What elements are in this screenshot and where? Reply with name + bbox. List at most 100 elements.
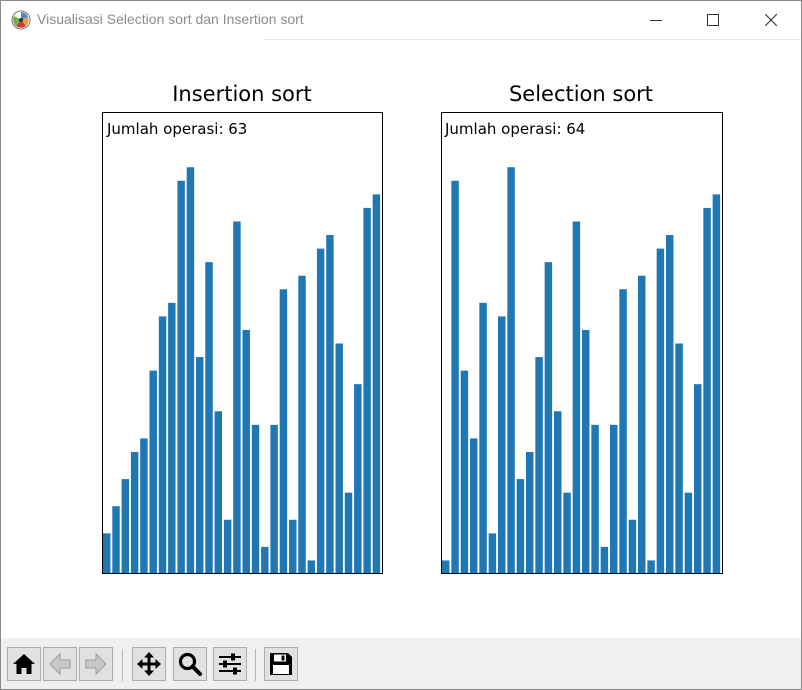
selection-sort-bar-8 — [507, 167, 515, 574]
save-button[interactable] — [264, 647, 298, 681]
minimize-button[interactable] — [633, 1, 679, 39]
selection-sort-bar-27 — [684, 492, 693, 574]
selection-sort-bar-22 — [638, 275, 646, 574]
insertion-sort-bar-12 — [205, 262, 213, 574]
selection-sort-bar-15 — [572, 221, 581, 574]
selection-sort-bar-17 — [591, 424, 599, 574]
close-icon — [765, 14, 777, 26]
insertion-sort-panel: Insertion sort Jumlah operasi: 63 — [102, 82, 383, 575]
selection-sort-bar-5 — [479, 302, 487, 574]
sliders-icon — [219, 653, 241, 675]
insertion-sort-bar-1 — [103, 533, 111, 574]
selection-sort-bar-4 — [470, 438, 478, 574]
insertion-sort-bar-29 — [363, 207, 371, 574]
toolbar-separator — [255, 649, 256, 681]
selection-sort-bar-20 — [619, 289, 627, 574]
insertion-sort-bar-8 — [168, 302, 176, 574]
selection-sort-bar-10 — [526, 451, 534, 574]
home-icon — [13, 654, 35, 674]
selection-sort-bar-28 — [694, 384, 702, 574]
forward-arrow-icon — [85, 652, 107, 676]
selection-sort-bar-2 — [451, 180, 459, 575]
home-button[interactable] — [7, 647, 41, 681]
insertion-sort-bar-2 — [112, 506, 120, 574]
close-button[interactable] — [748, 1, 794, 39]
insertion-sort-bar-3 — [121, 479, 130, 574]
title-bar-divider — [263, 39, 801, 40]
window-title: Visualisasi Selection sort dan Insertion… — [37, 11, 304, 27]
navigation-toolbar — [1, 638, 801, 689]
selection-sort-bar-18 — [600, 546, 609, 574]
insertion-sort-bar-18 — [261, 546, 269, 574]
selection-sort-bar-29 — [703, 207, 711, 574]
floppy-disk-icon — [270, 653, 292, 675]
insertion-sort-bar-30 — [372, 194, 381, 574]
forward-button[interactable] — [79, 647, 113, 681]
figure-canvas[interactable]: Insertion sort Jumlah operasi: 63 Select… — [1, 40, 801, 638]
selection-sort-bars — [442, 167, 721, 575]
selection-sort-bar-3 — [460, 370, 469, 574]
selection-sort-bar-26 — [675, 343, 683, 574]
matplotlib-logo-icon — [11, 10, 31, 30]
insertion-sort-bar-7 — [158, 316, 167, 574]
selection-sort-title: Selection sort — [509, 82, 653, 106]
insertion-sort-bar-14 — [223, 519, 232, 574]
selection-sort-bar-25 — [666, 235, 674, 574]
selection-sort-bar-9 — [516, 479, 525, 574]
selection-sort-bar-11 — [535, 357, 543, 574]
selection-sort-axes-frame — [441, 112, 723, 574]
insertion-sort-bar-25 — [326, 235, 334, 574]
insertion-sort-bar-13 — [214, 411, 223, 574]
insertion-sort-bar-16 — [242, 329, 250, 574]
back-arrow-icon — [49, 652, 71, 676]
back-button[interactable] — [43, 647, 77, 681]
toolbar-separator — [122, 649, 123, 681]
insertion-sort-bar-9 — [177, 180, 185, 575]
insertion-sort-bar-26 — [335, 343, 343, 574]
insertion-sort-bar-5 — [140, 438, 148, 574]
selection-sort-panel: Selection sort Jumlah operasi: 64 — [441, 82, 723, 575]
insertion-sort-title: Insertion sort — [172, 82, 312, 106]
figure-plots: Insertion sort Jumlah operasi: 63 Select… — [102, 82, 723, 575]
selection-sort-bar-12 — [544, 262, 553, 574]
insertion-sort-bar-6 — [149, 370, 157, 574]
insertion-sort-bar-22 — [298, 275, 306, 574]
zoom-button[interactable] — [173, 647, 207, 681]
insertion-sort-bar-11 — [196, 357, 204, 574]
selection-sort-bar-19 — [610, 424, 618, 574]
insertion-sort-bar-21 — [289, 519, 297, 574]
insertion-sort-axes-frame — [102, 112, 383, 574]
insertion-sort-bar-4 — [130, 451, 139, 574]
minimize-icon — [650, 20, 662, 21]
selection-sort-bar-21 — [628, 519, 637, 574]
insertion-sort-bar-10 — [186, 167, 195, 574]
selection-sort-bar-30 — [712, 194, 721, 574]
insertion-sort-bar-19 — [270, 424, 278, 574]
title-bar[interactable]: Visualisasi Selection sort dan Insertion… — [1, 1, 801, 39]
selection-sort-bar-13 — [554, 411, 562, 574]
insertion-sort-bar-23 — [307, 560, 316, 574]
move-icon — [137, 652, 161, 676]
selection-sort-bar-6 — [488, 533, 497, 574]
magnifier-icon — [178, 652, 202, 676]
insertion-sort-operation-count: Jumlah operasi: 63 — [106, 120, 247, 138]
selection-sort-bar-23 — [647, 560, 655, 574]
selection-sort-bar-1 — [442, 560, 450, 574]
selection-sort-bar-7 — [498, 316, 506, 574]
configure-subplots-button[interactable] — [213, 647, 247, 681]
selection-sort-bar-24 — [656, 248, 665, 574]
selection-sort-bar-16 — [582, 329, 590, 574]
maximize-button[interactable] — [690, 1, 736, 39]
selection-sort-bar-14 — [563, 492, 571, 574]
insertion-sort-bar-15 — [233, 221, 241, 574]
pan-button[interactable] — [132, 647, 166, 681]
insertion-sort-bar-24 — [316, 248, 325, 574]
insertion-sort-bars — [103, 167, 381, 575]
insertion-sort-bar-27 — [344, 492, 353, 574]
insertion-sort-bar-17 — [251, 424, 260, 574]
insertion-sort-bar-20 — [279, 289, 288, 574]
insertion-sort-bar-28 — [354, 384, 362, 574]
selection-sort-operation-count: Jumlah operasi: 64 — [444, 120, 585, 138]
maximize-icon — [707, 14, 719, 26]
